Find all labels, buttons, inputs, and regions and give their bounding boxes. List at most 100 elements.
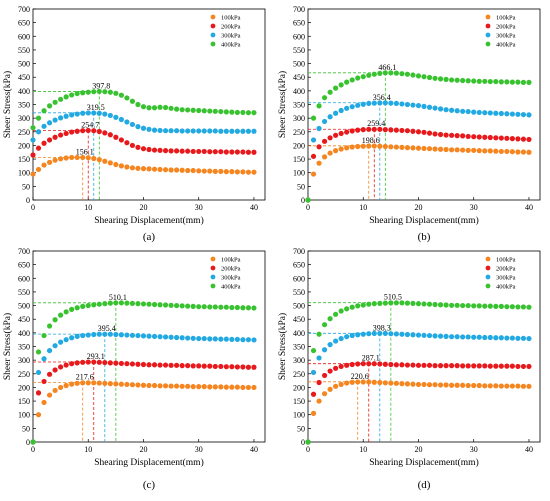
x-tick-label: 40 (250, 203, 258, 212)
data-point-300kPa (201, 335, 207, 342)
data-point-100kPa (229, 384, 235, 390)
data-point-400kPa (410, 300, 416, 306)
data-point-400kPa (63, 309, 69, 315)
data-point-400kPa (30, 439, 36, 445)
data-point-200kPa (245, 364, 252, 370)
data-point-300kPa (349, 332, 355, 339)
legend-marker (210, 41, 216, 47)
data-point-200kPa (520, 363, 527, 370)
data-point-300kPa (426, 104, 433, 110)
data-point-400kPa (526, 304, 532, 310)
data-point-300kPa (404, 331, 411, 338)
data-point-200kPa (460, 363, 466, 369)
data-point-400kPa (520, 79, 527, 85)
data-point-300kPa (465, 334, 471, 340)
data-point-300kPa (212, 336, 218, 342)
data-point-400kPa (245, 110, 252, 116)
data-point-300kPa (415, 332, 422, 338)
data-point-100kPa (102, 380, 108, 386)
data-point-200kPa (118, 137, 124, 143)
peak-label: 287.1 (362, 354, 380, 363)
data-point-400kPa (399, 300, 405, 306)
data-point-300kPa (504, 111, 510, 117)
y-tick-label: 600 (18, 32, 30, 41)
data-point-100kPa (437, 146, 444, 152)
data-point-100kPa (460, 382, 466, 388)
data-point-100kPa (207, 384, 213, 390)
data-point-300kPa (509, 111, 515, 117)
data-point-100kPa (321, 154, 328, 160)
data-point-400kPa (366, 301, 372, 307)
peak-label: 397.8 (92, 81, 110, 90)
x-tick-label: 40 (525, 445, 533, 454)
data-point-100kPa (504, 383, 510, 389)
legend-marker (485, 23, 491, 29)
data-point-400kPa (185, 107, 191, 113)
data-point-300kPa (174, 334, 180, 341)
data-point-200kPa (146, 146, 152, 153)
data-point-300kPa (229, 128, 235, 134)
y-tick-label: 550 (18, 288, 30, 297)
legend-entry: 100kPa (496, 15, 516, 22)
data-point-200kPa (196, 363, 202, 369)
x-tick-label: 10 (359, 445, 367, 454)
data-point-300kPa (251, 128, 257, 134)
data-point-300kPa (245, 128, 252, 134)
data-point-400kPa (196, 107, 202, 114)
peak-label: 254.7 (81, 121, 99, 130)
data-point-300kPa (437, 106, 444, 112)
data-point-300kPa (113, 114, 119, 120)
data-point-300kPa (371, 100, 377, 106)
data-point-400kPa (52, 99, 58, 105)
data-point-400kPa (91, 302, 97, 308)
data-point-200kPa (344, 129, 350, 135)
data-point-100kPa (157, 383, 163, 389)
legend-marker (210, 274, 216, 280)
data-point-100kPa (107, 381, 113, 387)
data-point-200kPa (129, 142, 136, 149)
data-point-100kPa (509, 149, 515, 155)
data-point-300kPa (421, 332, 427, 338)
data-point-300kPa (107, 112, 113, 119)
data-point-400kPa (218, 304, 224, 310)
data-point-100kPa (162, 167, 169, 173)
data-point-100kPa (35, 412, 42, 418)
data-point-100kPa (196, 168, 202, 174)
data-point-400kPa (449, 302, 455, 308)
chart-panel-d: 0501001502002503003504004505005506006507… (277, 247, 541, 491)
data-point-300kPa (333, 338, 339, 344)
data-point-300kPa (404, 101, 411, 108)
data-point-100kPa (151, 166, 158, 172)
data-point-300kPa (80, 110, 86, 116)
data-point-200kPa (113, 134, 119, 140)
data-point-400kPa (162, 302, 169, 308)
data-point-400kPa (223, 304, 229, 310)
data-point-200kPa (404, 362, 411, 368)
x-tick-label: 30 (470, 445, 478, 454)
data-point-200kPa (234, 149, 240, 155)
data-point-200kPa (129, 361, 136, 367)
data-point-100kPa (229, 169, 235, 175)
data-point-300kPa (355, 102, 361, 108)
data-point-200kPa (487, 134, 493, 141)
data-point-300kPa (493, 110, 499, 116)
data-point-300kPa (140, 125, 147, 131)
data-point-300kPa (460, 334, 466, 340)
data-point-300kPa (207, 336, 213, 342)
data-point-300kPa (382, 100, 388, 106)
data-point-200kPa (207, 363, 213, 369)
data-point-400kPa (113, 90, 119, 96)
data-point-100kPa (471, 382, 477, 389)
x-tick-label: 0 (31, 203, 35, 212)
data-point-200kPa (85, 359, 91, 365)
data-point-200kPa (366, 126, 372, 132)
data-point-100kPa (218, 168, 224, 174)
legend-entry: 300kPa (221, 275, 241, 282)
data-point-100kPa (333, 148, 339, 154)
y-tick-label: 300 (293, 356, 305, 365)
data-point-400kPa (460, 302, 466, 309)
data-point-400kPa (41, 332, 47, 339)
y-tick-label: 600 (293, 32, 305, 41)
data-point-200kPa (234, 364, 240, 370)
data-point-100kPa (63, 382, 69, 389)
